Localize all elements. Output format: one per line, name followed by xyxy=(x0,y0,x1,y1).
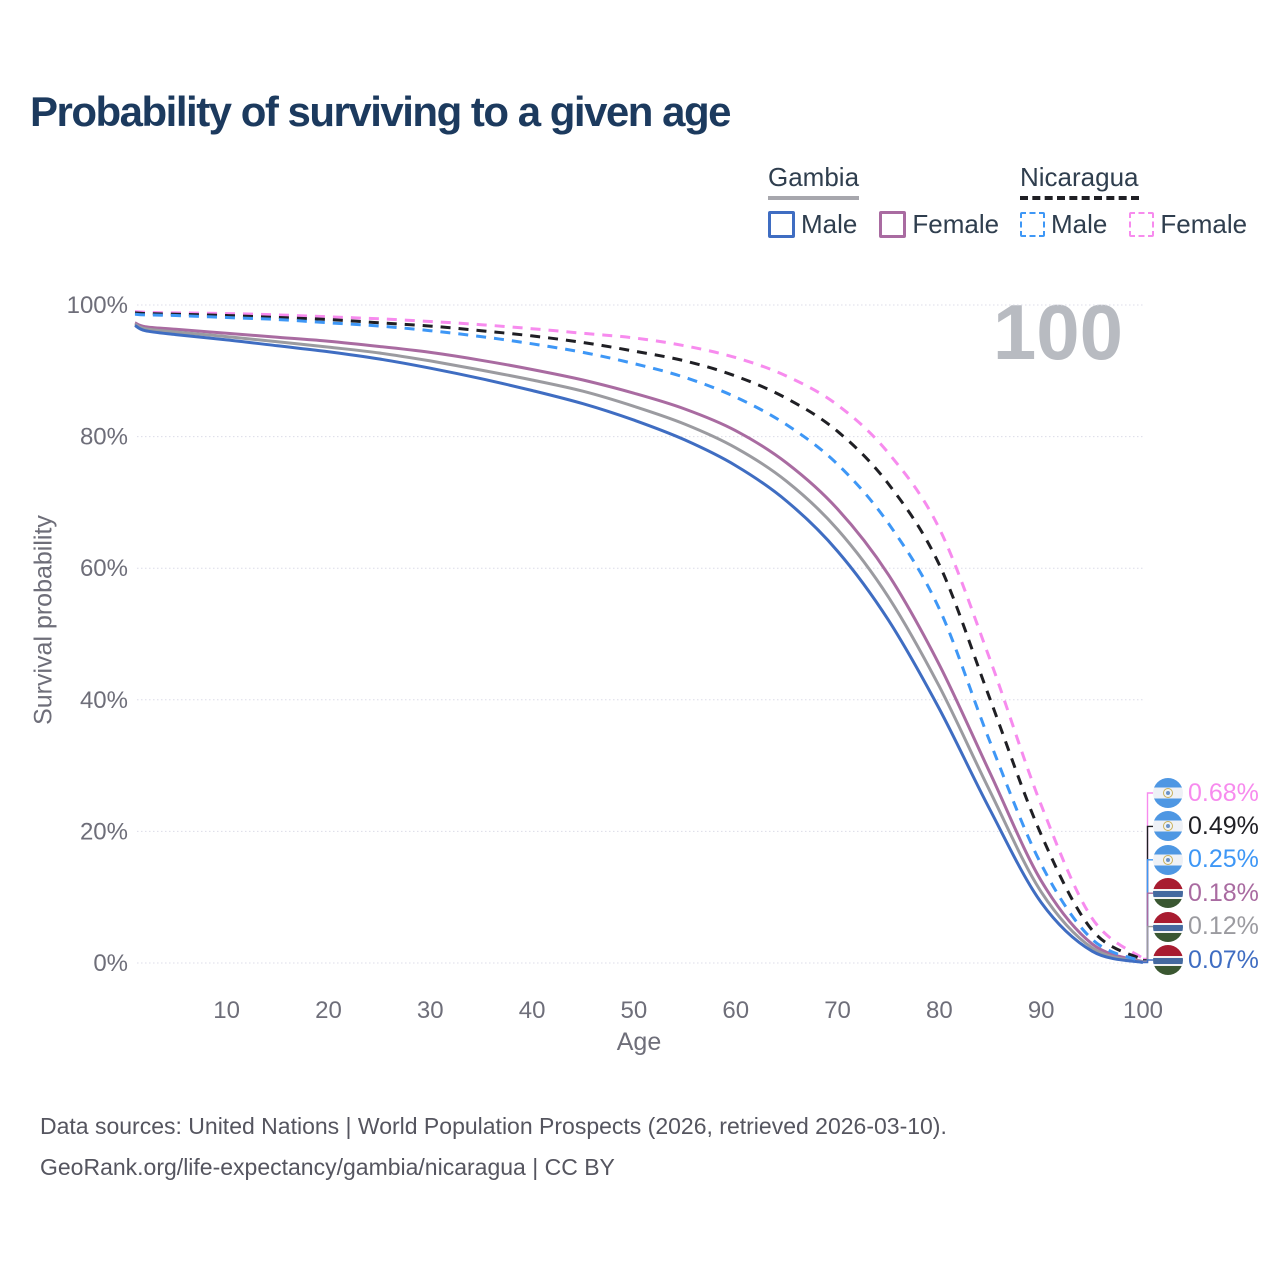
y-tick-label: 80% xyxy=(80,424,128,451)
series-line-nicaragua[interactable] xyxy=(134,311,1144,962)
page-title: Probability of surviving to a given age xyxy=(30,88,731,135)
x-tick-label: 20 xyxy=(315,997,342,1024)
x-tick-label: 10 xyxy=(213,997,240,1024)
nicaragua-flag-icon xyxy=(1153,811,1183,842)
end-label-value: 0.49% xyxy=(1188,811,1259,840)
end-label: 0.12% xyxy=(1153,911,1259,943)
series-line-gambia[interactable] xyxy=(134,322,1144,964)
legend-label-nicaragua-female[interactable]: Female xyxy=(1160,209,1248,239)
footer-data-sources: Data sources: United Nations | World Pop… xyxy=(40,1113,947,1139)
end-label: 0.18% xyxy=(1153,877,1259,909)
gambia-flag-icon xyxy=(1153,911,1183,942)
gambia-flag-icon xyxy=(1153,945,1183,975)
legend-label-gambia-female[interactable]: Female xyxy=(912,209,1000,239)
legend-label-nicaragua-male[interactable]: Male xyxy=(1051,209,1108,239)
series-line-gambia-male[interactable] xyxy=(134,324,1144,964)
series-line-nicaragua-female[interactable] xyxy=(134,310,1144,960)
end-label: 0.68% xyxy=(1153,777,1259,809)
end-label-value: 0.18% xyxy=(1188,878,1259,907)
legend-group-gambia: Gambia Male Female xyxy=(768,162,1021,240)
x-tick-label: 70 xyxy=(824,997,851,1024)
label-connector xyxy=(1143,925,1153,963)
x-tick-label: 40 xyxy=(519,997,546,1024)
legend-swatch-nicaragua-female[interactable] xyxy=(1129,212,1155,237)
gambia-flag-icon xyxy=(1153,878,1183,909)
x-tick-label: 30 xyxy=(417,997,444,1024)
legend-group-nicaragua: Nicaragua Male Female xyxy=(1020,162,1269,240)
x-tick-label: 100 xyxy=(1123,997,1163,1024)
end-label: 0.49% xyxy=(1153,810,1259,842)
end-label: 0.25% xyxy=(1153,844,1259,876)
label-connector xyxy=(1143,959,1153,964)
legend-swatch-gambia-male[interactable] xyxy=(768,211,795,238)
legend-swatch-nicaragua-male[interactable] xyxy=(1020,212,1045,237)
y-tick-label: 60% xyxy=(80,555,128,582)
footer: Data sources: United Nations | World Pop… xyxy=(40,1106,947,1188)
legend-label-gambia-male[interactable]: Male xyxy=(801,209,858,239)
end-label-value: 0.07% xyxy=(1188,945,1259,974)
series-line-gambia-female[interactable] xyxy=(134,321,1144,964)
end-label-value: 0.25% xyxy=(1188,845,1259,874)
legend-group-title-gambia: Gambia xyxy=(768,162,860,200)
x-tick-label: 60 xyxy=(722,997,749,1024)
end-label-value: 0.12% xyxy=(1188,912,1259,941)
x-axis-title: Age xyxy=(616,1028,662,1056)
series-line-nicaragua-male[interactable] xyxy=(134,312,1144,963)
x-tick-label: 50 xyxy=(621,997,648,1024)
y-tick-label: 40% xyxy=(80,687,128,714)
x-tick-label: 90 xyxy=(1028,997,1055,1024)
nicaragua-flag-icon xyxy=(1153,778,1183,808)
legend-swatch-gambia-female[interactable] xyxy=(879,211,907,238)
end-label: 0.07% xyxy=(1153,944,1259,976)
footer-link[interactable]: GeoRank.org/life-expectancy/gambia/nicar… xyxy=(40,1154,615,1180)
age-counter-watermark: 100 xyxy=(992,288,1123,376)
y-tick-label: 100% xyxy=(67,292,128,319)
y-tick-label: 0% xyxy=(93,950,128,977)
y-tick-label: 20% xyxy=(80,818,128,845)
legend-group-title-nicaragua: Nicaragua xyxy=(1020,162,1139,200)
end-label-value: 0.68% xyxy=(1188,778,1259,807)
x-tick-label: 80 xyxy=(926,997,953,1024)
nicaragua-flag-icon xyxy=(1153,844,1183,875)
